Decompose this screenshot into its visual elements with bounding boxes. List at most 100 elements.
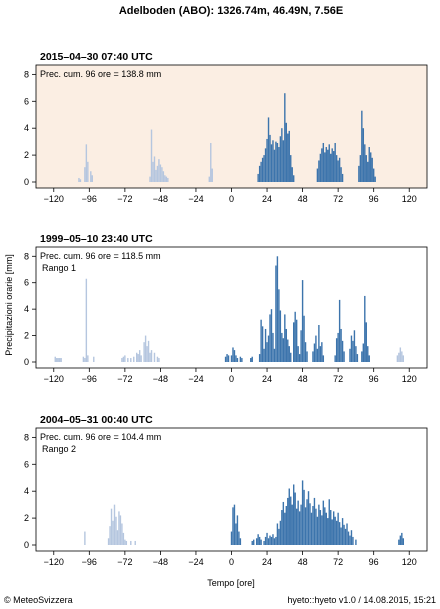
past-bar bbox=[84, 358, 86, 362]
current-bar bbox=[227, 355, 230, 362]
current-bar bbox=[235, 355, 237, 362]
current-bar bbox=[290, 155, 292, 182]
current-bar bbox=[263, 348, 265, 362]
current-bar bbox=[316, 516, 319, 545]
past-bar bbox=[82, 356, 85, 362]
current-bar bbox=[267, 117, 270, 182]
panel-1: 2015–04–30 07:40 UTC Prec. cum. 96 ore = … bbox=[24, 51, 428, 204]
current-bar bbox=[276, 142, 279, 182]
current-bar bbox=[347, 531, 350, 545]
current-bar bbox=[328, 499, 330, 545]
past-bar bbox=[153, 352, 156, 362]
past-bar bbox=[109, 526, 111, 545]
panel-title: 2004–05–31 00:40 UTC bbox=[40, 414, 153, 426]
current-bar bbox=[353, 330, 356, 362]
current-bar bbox=[300, 504, 302, 545]
past-bar bbox=[156, 356, 159, 362]
x-tick-label: −120 bbox=[44, 557, 64, 567]
current-bar bbox=[284, 93, 286, 182]
past-bar bbox=[116, 530, 119, 545]
current-bar bbox=[318, 160, 320, 182]
x-tick-label: −72 bbox=[117, 557, 132, 567]
past-bar bbox=[165, 176, 168, 182]
current-bar bbox=[365, 155, 367, 182]
current-bar bbox=[364, 295, 366, 362]
current-bar bbox=[253, 539, 255, 545]
current-bar bbox=[297, 500, 299, 545]
past-bar bbox=[57, 358, 59, 362]
footer-copyright: © MeteoSvizzera bbox=[4, 595, 73, 605]
x-tick-label: 24 bbox=[262, 194, 272, 204]
past-bar bbox=[113, 504, 116, 545]
past-bar bbox=[93, 356, 95, 362]
current-bar bbox=[269, 535, 271, 545]
current-bar bbox=[352, 536, 354, 545]
current-bar bbox=[258, 354, 261, 362]
current-bar bbox=[312, 505, 314, 545]
past-bar bbox=[396, 355, 399, 362]
past-bar bbox=[155, 169, 157, 182]
current-bar bbox=[361, 110, 363, 182]
past-bar bbox=[124, 355, 126, 362]
current-bar bbox=[343, 351, 345, 362]
current-bar bbox=[343, 524, 345, 545]
current-bar bbox=[263, 540, 265, 545]
past-bar bbox=[162, 171, 165, 182]
current-bar bbox=[318, 504, 320, 545]
current-bar bbox=[278, 528, 280, 545]
current-bar bbox=[309, 503, 311, 545]
current-bar bbox=[335, 520, 338, 545]
current-bar bbox=[258, 165, 261, 182]
current-bar bbox=[349, 348, 351, 362]
x-tick-label: 0 bbox=[229, 194, 234, 204]
current-bar bbox=[267, 335, 270, 362]
past-bar bbox=[107, 538, 110, 545]
x-tick-label: 120 bbox=[402, 194, 417, 204]
current-bar bbox=[355, 346, 357, 362]
current-bar bbox=[288, 130, 290, 182]
current-bar bbox=[322, 142, 325, 182]
x-tick-label: −24 bbox=[188, 557, 203, 567]
current-bar bbox=[282, 338, 285, 362]
current-bar bbox=[257, 173, 259, 182]
current-bar bbox=[275, 265, 277, 362]
current-bar bbox=[341, 173, 344, 182]
x-tick-label: 72 bbox=[333, 194, 343, 204]
panel-title: 1999–05–10 23:40 UTC bbox=[40, 233, 153, 245]
current-bar bbox=[261, 157, 264, 182]
y-tick-label: 0 bbox=[24, 540, 29, 550]
x-tick-label: −96 bbox=[82, 557, 97, 567]
current-bar bbox=[269, 134, 271, 182]
current-bar bbox=[312, 351, 314, 362]
current-bar bbox=[224, 356, 227, 362]
past-bar bbox=[84, 531, 86, 545]
current-bar bbox=[290, 352, 292, 362]
current-bar bbox=[304, 342, 307, 362]
current-bar bbox=[337, 160, 339, 182]
current-bar bbox=[230, 355, 233, 362]
current-bar bbox=[263, 155, 265, 182]
current-bar bbox=[297, 346, 299, 362]
x-tick-label: −48 bbox=[153, 194, 168, 204]
current-bar bbox=[340, 167, 342, 182]
x-tick-label: −48 bbox=[153, 374, 168, 384]
current-bar bbox=[364, 144, 366, 182]
current-bar bbox=[226, 354, 228, 362]
current-bar bbox=[264, 328, 267, 362]
y-tick-label: 4 bbox=[24, 304, 29, 314]
past-bar bbox=[112, 520, 114, 545]
current-bar bbox=[349, 535, 351, 545]
footer-version: hyeto::hyeto v1.0 / 14.08.2015, 15:21 bbox=[287, 595, 436, 605]
current-bar bbox=[295, 319, 298, 362]
current-bar bbox=[301, 280, 304, 362]
current-bar bbox=[284, 512, 286, 545]
past-bar bbox=[87, 355, 89, 362]
current-bar bbox=[235, 523, 237, 545]
current-bar bbox=[279, 520, 282, 545]
x-tick-label: 0 bbox=[229, 374, 234, 384]
x-tick-label: 96 bbox=[369, 557, 379, 567]
x-tick-label: −96 bbox=[82, 374, 97, 384]
current-bar bbox=[266, 532, 268, 545]
current-bar bbox=[368, 355, 370, 362]
current-bar bbox=[315, 335, 317, 362]
